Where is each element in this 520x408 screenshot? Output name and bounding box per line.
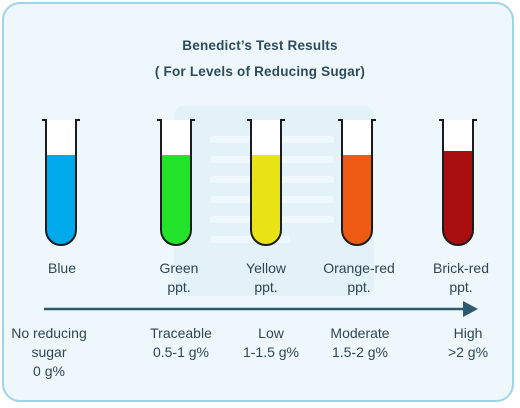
diagram-title: Benedict’s Test Results [182,38,338,53]
test-tube-yellow [247,119,285,246]
progression-arrow [44,301,478,317]
tube-outline [250,120,282,246]
level-label-traceable: Traceable 0.5-1 g% [150,325,212,360]
test-tube-brick-red [439,119,477,246]
tube-liquid [46,155,76,245]
tube-liquid [342,155,372,245]
test-tube-green [157,119,195,246]
level-label-moderate: Moderate 1.5-2 g% [330,325,390,360]
tube-outline [160,120,192,246]
result-label-green: Green ppt. [159,260,199,295]
test-tube-orange-red [338,119,376,246]
level-label-low: Low 1-1.5 g% [242,325,300,360]
tube-liquid [161,155,191,245]
level-label-none: No reducing sugar 0 g% [11,325,87,379]
tube-outline [442,120,474,246]
diagram-subtitle: ( For Levels of Reducing Sugar) [154,64,366,79]
test-tube-blue [42,119,80,246]
tube-outline [45,120,77,246]
tube-liquid [251,155,281,245]
result-label-orange-red: Orange-red ppt. [323,260,395,295]
result-label-yellow: Yellow ppt. [246,260,286,295]
tube-liquid [443,151,473,245]
level-label-high: High >2 g% [447,325,489,360]
tube-outline [341,120,373,246]
result-label-blue: Blue [47,260,77,276]
result-label-brick-red: Brick-red ppt. [432,260,489,295]
